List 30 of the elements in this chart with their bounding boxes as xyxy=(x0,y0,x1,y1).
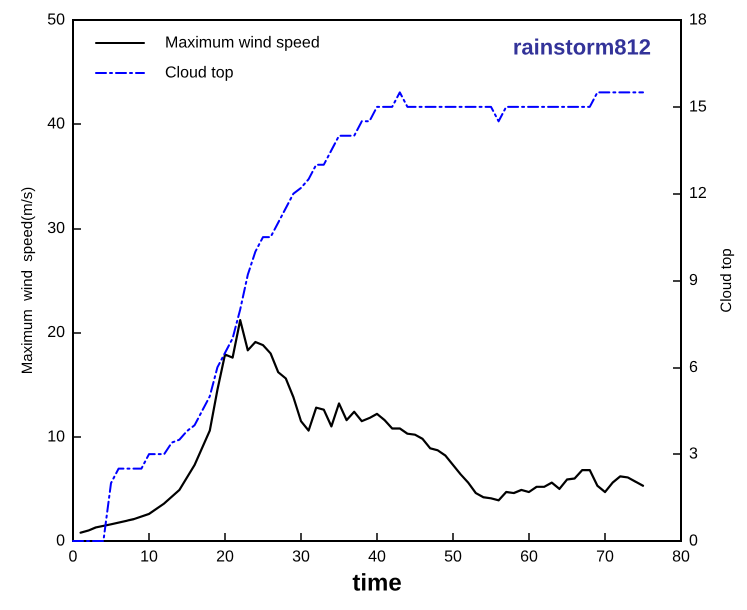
x-tick-label: 60 xyxy=(520,548,538,566)
line-series xyxy=(72,91,644,542)
y2-tick-label: 6 xyxy=(689,358,698,376)
x-tick-label: 20 xyxy=(216,548,234,566)
x-tick-label: 40 xyxy=(368,548,386,566)
y2-tick-label: 3 xyxy=(689,446,698,463)
x-tick-label: 80 xyxy=(672,548,690,566)
y2-tick-label: 15 xyxy=(689,98,707,116)
y-tick-label: 30 xyxy=(47,220,66,237)
y-axis-title: Maximum wind speed(m/s) xyxy=(19,186,36,374)
x-tick-label: 30 xyxy=(292,548,310,566)
y2-tick-label: 0 xyxy=(689,532,698,550)
line-series xyxy=(80,318,644,534)
x-tick-label: 10 xyxy=(140,548,158,566)
x-tick-label: 50 xyxy=(444,548,462,566)
y2-tick-label: 18 xyxy=(689,12,707,28)
annotation: rainstorm812 xyxy=(512,34,652,60)
y-tick-label: 20 xyxy=(47,324,66,342)
y-tick-label: 40 xyxy=(47,116,66,133)
y-tick-label: 10 xyxy=(47,428,66,446)
y2-tick-label: 12 xyxy=(689,185,707,202)
x-axis-title: time xyxy=(352,570,402,596)
y2-tick-label: 9 xyxy=(689,272,698,289)
y2-axis-title: Cloud top xyxy=(718,248,735,313)
y-tick-label: 50 xyxy=(47,12,66,28)
legend-label: Cloud top xyxy=(165,64,234,82)
x-tick-label: 70 xyxy=(596,548,614,566)
x-tick-label: 0 xyxy=(68,548,78,566)
y-tick-label: 0 xyxy=(56,532,66,550)
legend-label: Maximum wind speed xyxy=(165,34,320,52)
